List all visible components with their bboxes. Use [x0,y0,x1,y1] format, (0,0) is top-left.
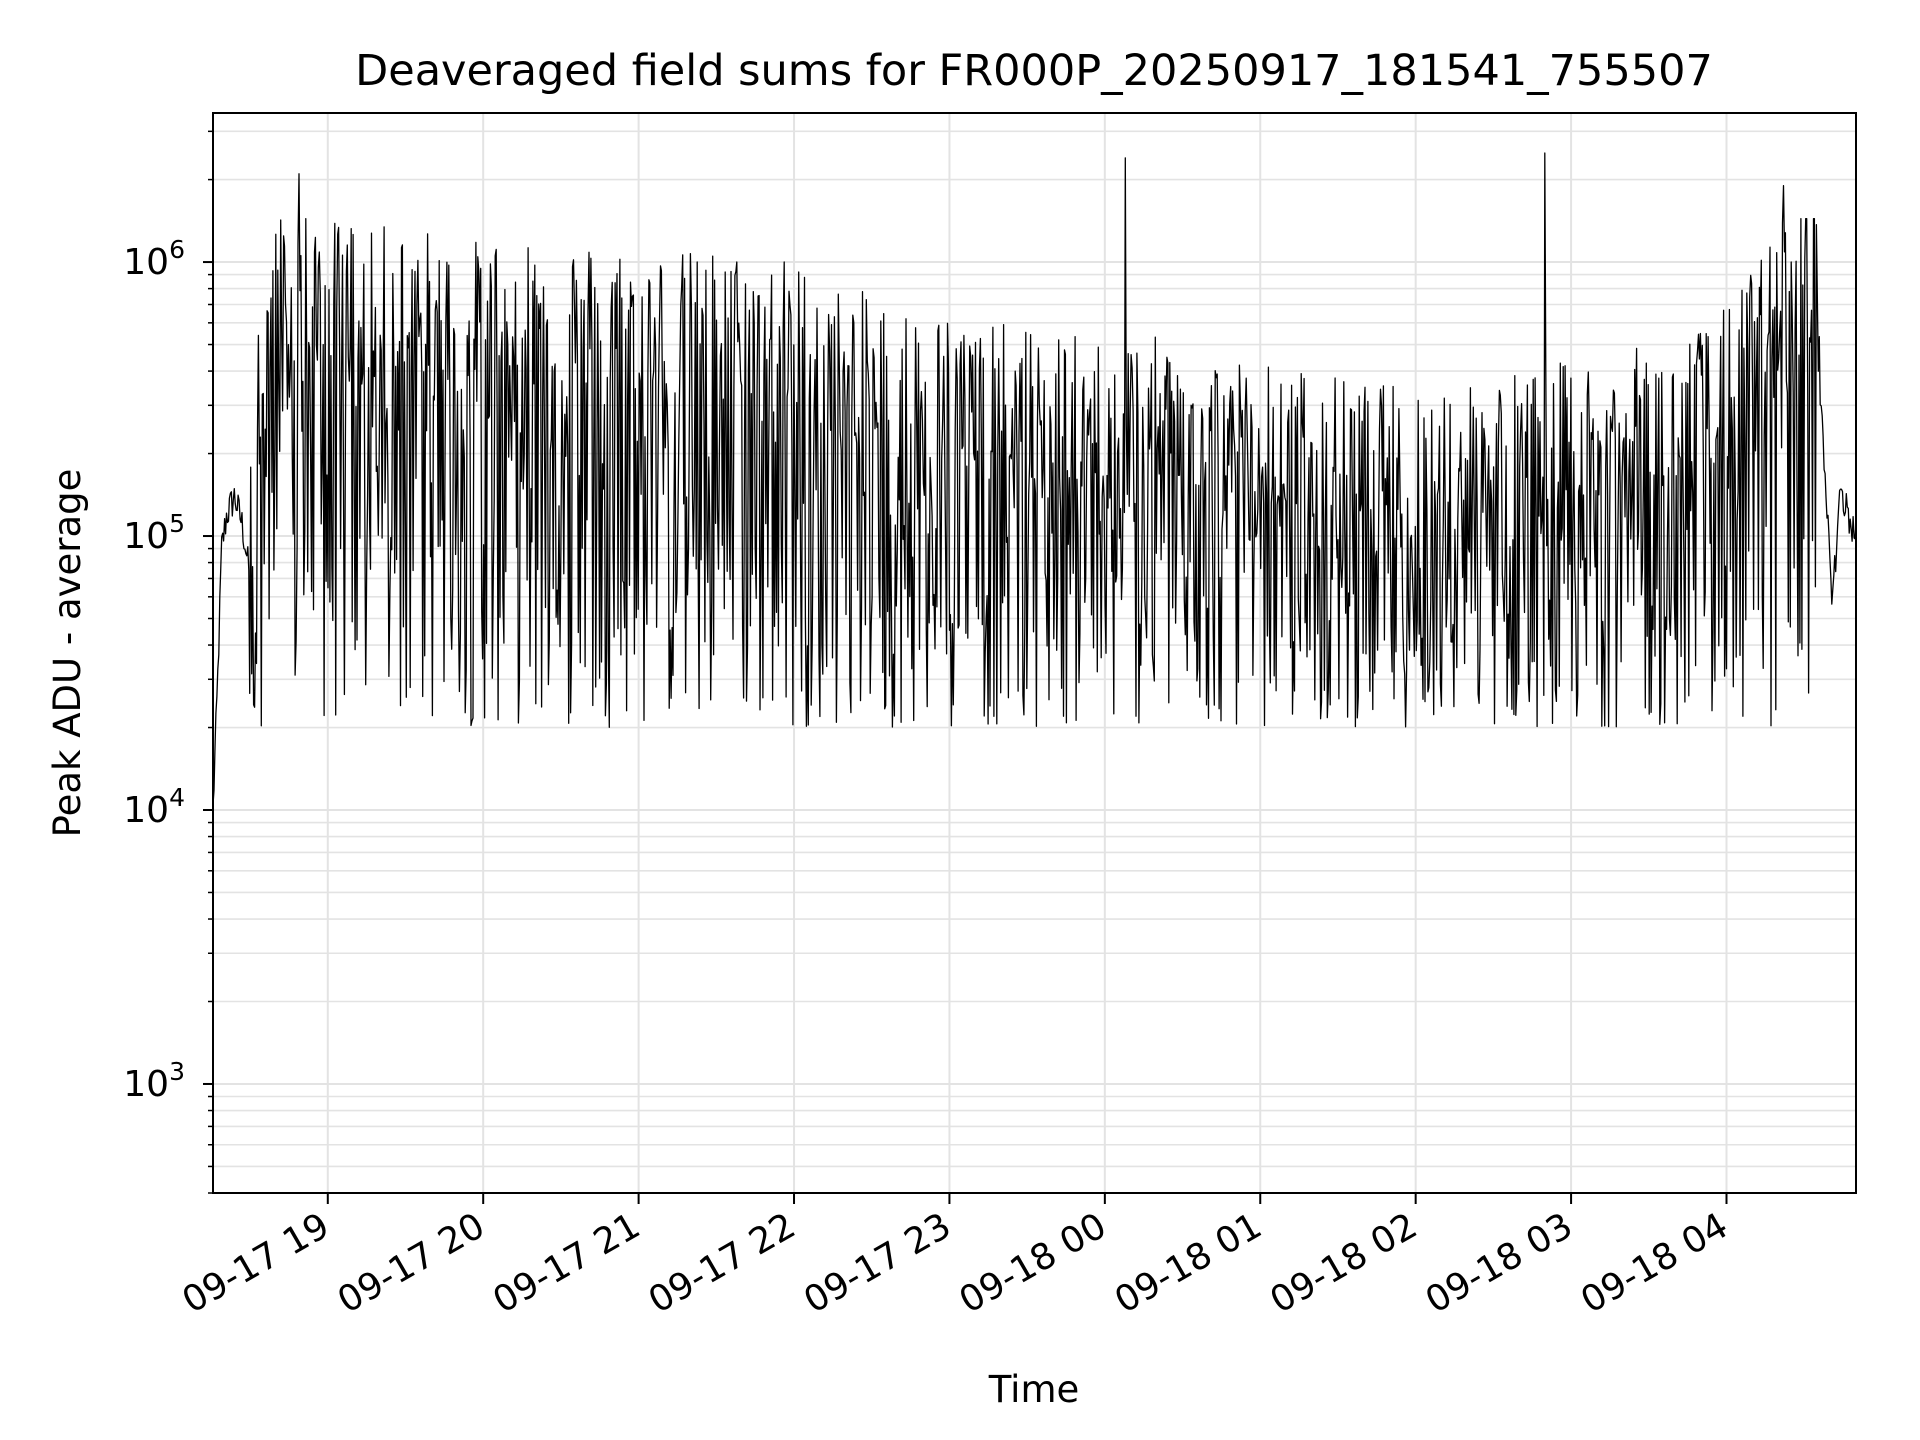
y-axis-label: Peak ADU - average [46,469,89,838]
plot-frame [212,112,1857,1194]
series [212,152,1857,805]
grid [213,113,1856,1194]
y-tick-label: 103 [123,1057,185,1105]
series-line [212,152,1857,805]
y-tick-label: 106 [123,235,185,283]
y-ticks: 103 104 105 106 [123,130,213,1194]
x-axis-label: Time [988,1368,1080,1411]
y-tick-label: 104 [123,783,185,831]
y-tick-label: 105 [123,509,185,557]
chart-title: Deaveraged field sums for FR000P_2025091… [355,46,1713,96]
